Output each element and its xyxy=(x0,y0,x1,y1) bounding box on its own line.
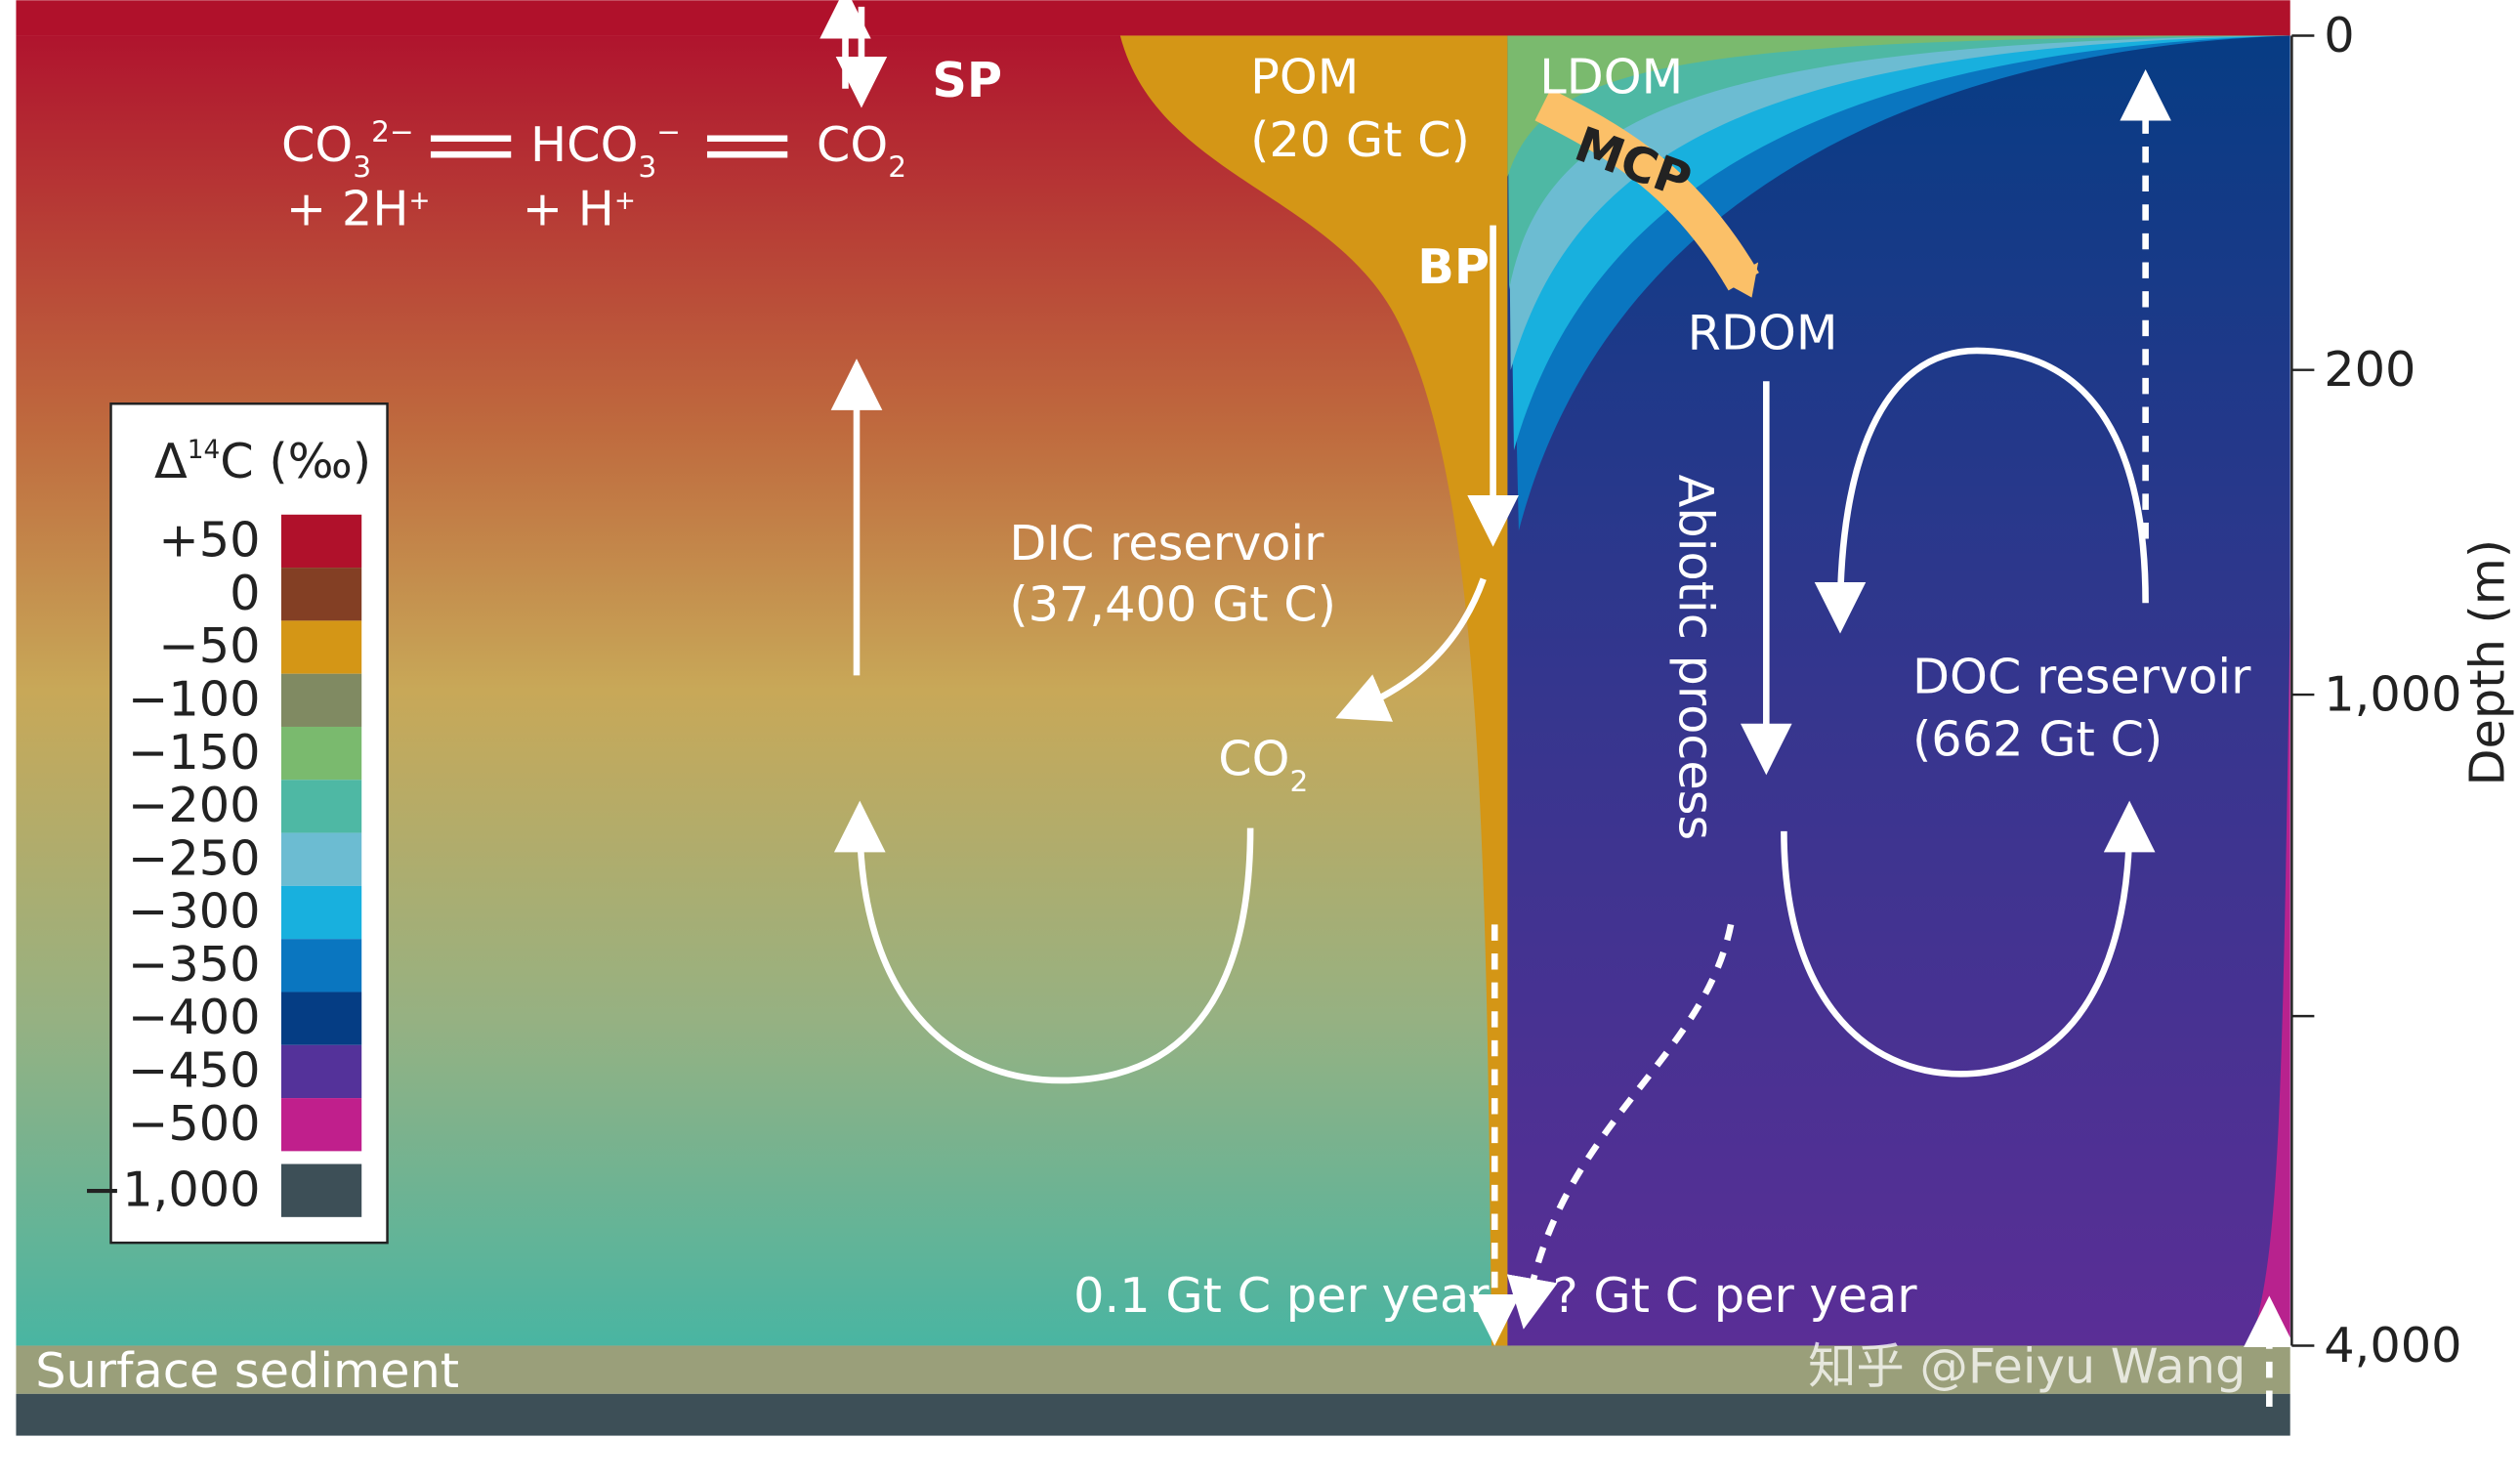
t: CO xyxy=(1218,730,1289,786)
arrows xyxy=(430,0,2295,1407)
t: 2 xyxy=(1290,765,1309,798)
legend-label: −100 xyxy=(128,670,261,727)
legend-swatch xyxy=(280,885,362,940)
t: + xyxy=(408,187,430,216)
t: CO xyxy=(817,116,888,173)
legend-swatch xyxy=(280,726,362,781)
depth-axis: Depth (m) 0 200 1,000 4,000 xyxy=(2290,7,2516,1374)
dic-amount: (37,400 Gt C) xyxy=(1009,575,1336,632)
t: + 2H xyxy=(286,181,409,237)
co2-top: CO2 xyxy=(817,116,906,184)
t: 14 xyxy=(188,436,220,465)
flux-right: ? Gt C per year xyxy=(1552,1267,1917,1324)
legend-label: −150 xyxy=(128,724,261,781)
rdom-label: RDOM xyxy=(1688,304,1838,360)
legend-swatch xyxy=(280,1163,362,1217)
legend-swatch xyxy=(280,620,362,674)
tick-label: 0 xyxy=(2324,7,2354,63)
co2-mid: CO2 xyxy=(1218,730,1308,797)
t: 3 xyxy=(353,150,371,184)
tick-label: 4,000 xyxy=(2324,1317,2461,1374)
doc-amount: (662 Gt C) xyxy=(1912,711,2163,768)
flux-left: 0.1 Gt C per year xyxy=(1073,1267,1490,1324)
legend-swatch xyxy=(280,568,362,621)
legend-label: −250 xyxy=(128,829,261,886)
t: 2− xyxy=(371,115,414,148)
carbonate-h: + 2H+ xyxy=(286,181,431,237)
legend-label: 0 xyxy=(230,565,260,621)
doc-label: DOC reservoir xyxy=(1912,648,2251,704)
bicarbonate-h: + H+ xyxy=(523,181,636,237)
legend: Δ14C (‰) +500−50−100−150−200−250−300−350… xyxy=(82,402,389,1245)
watermark: 知乎 @Feiyu Wang xyxy=(1808,1337,2246,1394)
bicarbonate: HCO3− xyxy=(530,115,681,184)
t: CO xyxy=(281,116,353,173)
t: + xyxy=(614,187,636,216)
abiotic-label: Abiotic process xyxy=(1667,475,1724,841)
legend-swatch xyxy=(280,514,362,569)
legend-label: −300 xyxy=(128,883,261,940)
t: Δ xyxy=(154,433,188,489)
legend-label: +50 xyxy=(158,512,260,569)
legend-label: −350 xyxy=(128,936,261,993)
carbonate: CO32− xyxy=(281,115,414,184)
legend-swatch xyxy=(280,780,362,833)
legend-label: −500 xyxy=(128,1095,261,1152)
legend-title: Δ14C (‰) xyxy=(154,433,371,489)
legend-swatch xyxy=(280,1044,362,1099)
legend-swatch xyxy=(280,1098,362,1152)
legend-label: −50 xyxy=(158,617,260,674)
sp-label: SP xyxy=(932,52,1002,108)
ldom-label: LDOM xyxy=(1539,49,1683,106)
t: C (‰) xyxy=(220,433,371,489)
axis-title: Depth (m) xyxy=(2459,539,2516,786)
legend-label: −450 xyxy=(128,1042,261,1099)
labels: SP POM (20 Gt C) LDOM MCP BP RDOM DIC re… xyxy=(35,49,2251,1400)
legend-label: −1,000 xyxy=(82,1161,261,1217)
legend-swatch xyxy=(280,939,362,993)
t: HCO xyxy=(530,116,638,173)
pom-amount: (20 Gt C) xyxy=(1250,111,1470,168)
legend-swatch xyxy=(280,992,362,1045)
t: − xyxy=(656,115,681,148)
legend-label: −400 xyxy=(128,989,261,1045)
legend-label: −200 xyxy=(128,777,261,833)
background xyxy=(16,0,2290,1436)
tick-label: 1,000 xyxy=(2324,666,2461,723)
t: + H xyxy=(523,181,614,237)
t: 2 xyxy=(888,150,906,184)
dic-label: DIC reservoir xyxy=(1009,515,1324,571)
t: 3 xyxy=(638,150,656,184)
sediment-label: Surface sediment xyxy=(35,1342,459,1399)
pom-label: POM xyxy=(1250,49,1359,106)
tick-label: 200 xyxy=(2324,341,2415,398)
legend-swatch xyxy=(280,832,362,886)
legend-swatch xyxy=(280,673,362,727)
bp-label: BP xyxy=(1417,238,1490,295)
